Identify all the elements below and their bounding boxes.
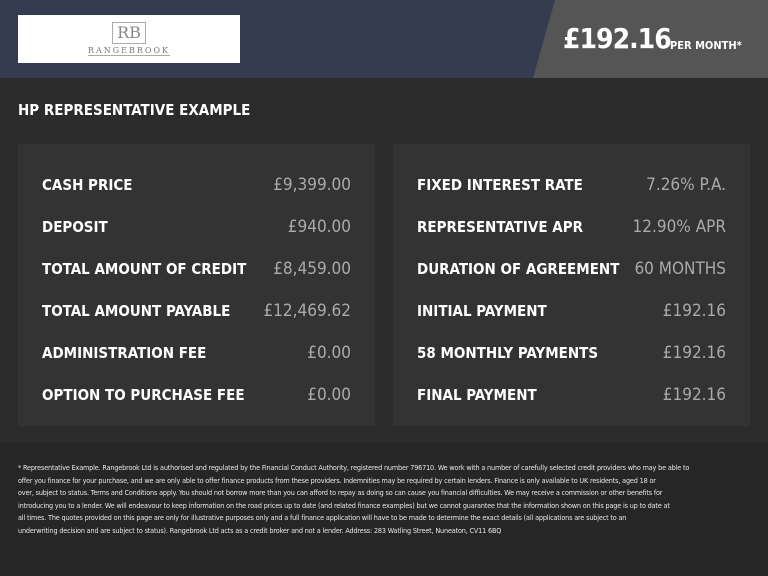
disclaimer-line: * Representative Example. Rangebrook Ltd… [18, 463, 690, 472]
row-label: ADMINISTRATION FEE [42, 344, 207, 362]
monthly-price: £192.16 [563, 22, 672, 55]
row-label: CASH PRICE [42, 176, 133, 194]
row-value: 12.90% APR [632, 217, 726, 237]
row-label: DURATION OF AGREEMENT [417, 260, 620, 278]
disclaimer-line: over, subject to status. Terms and Condi… [18, 488, 663, 498]
row-value: £192.16 [662, 385, 726, 405]
logo-monogram: RB [112, 22, 146, 44]
finance-row: CASH PRICE £9,399.00 [42, 164, 351, 206]
disclaimer-line: all times. The quotes provided on this p… [18, 513, 627, 523]
finance-row: FIXED INTEREST RATE 7.26% P.A. [417, 164, 726, 206]
header: RB RANGEBROOK £192.16 PER MONTH* [0, 0, 768, 78]
row-value: £8,459.00 [273, 259, 351, 279]
logo-name: RANGEBROOK [87, 46, 171, 56]
finance-row: DURATION OF AGREEMENT 60 MONTHS [417, 248, 726, 290]
finance-row: FINAL PAYMENT £192.16 [417, 374, 726, 416]
row-value: £192.16 [662, 301, 726, 321]
row-value: £0.00 [307, 343, 351, 363]
row-label: FINAL PAYMENT [417, 386, 537, 404]
row-value: £12,469.62 [263, 301, 351, 321]
row-value: 7.26% P.A. [646, 175, 726, 195]
finance-row: TOTAL AMOUNT PAYABLE £12,469.62 [42, 290, 351, 332]
row-value: £0.00 [307, 385, 351, 405]
per-month-label: PER MONTH* [670, 39, 742, 52]
finance-row: OPTION TO PURCHASE FEE £0.00 [42, 374, 351, 416]
disclaimer-line: underwriting decision and are subject to… [18, 525, 502, 535]
row-label: 58 MONTHLY PAYMENTS [417, 344, 599, 362]
disclaimer-line: introducing you to a lender. We will end… [18, 500, 670, 510]
monthly-price-box: £192.16 PER MONTH* [533, 0, 768, 78]
row-value: £192.16 [662, 343, 726, 363]
row-label: DEPOSIT [42, 218, 108, 236]
finance-row: 58 MONTHLY PAYMENTS £192.16 [417, 332, 726, 374]
finance-row: REPRESENTATIVE APR 12.90% APR [417, 206, 726, 248]
finance-row: INITIAL PAYMENT £192.16 [417, 290, 726, 332]
row-label: INITIAL PAYMENT [417, 302, 547, 320]
row-label: TOTAL AMOUNT OF CREDIT [42, 260, 247, 278]
right-finance-panel: FIXED INTEREST RATE 7.26% P.A. REPRESENTA… [393, 144, 750, 426]
row-value: 60 MONTHS [634, 259, 726, 279]
page-title: HP REPRESENTATIVE EXAMPLE [18, 101, 251, 119]
row-value: £940.00 [287, 217, 351, 237]
row-label: FIXED INTEREST RATE [417, 176, 583, 194]
finance-row: ADMINISTRATION FEE £0.00 [42, 332, 351, 374]
finance-row: TOTAL AMOUNT OF CREDIT £8,459.00 [42, 248, 351, 290]
disclaimer-footer: * Representative Example. Rangebrook Ltd… [0, 443, 768, 576]
row-label: REPRESENTATIVE APR [417, 218, 583, 236]
finance-row: DEPOSIT £940.00 [42, 206, 351, 248]
disclaimer-line: offer you finance for your purchase, and… [18, 475, 656, 485]
row-value: £9,399.00 [273, 175, 351, 195]
row-label: TOTAL AMOUNT PAYABLE [42, 302, 231, 320]
left-finance-panel: CASH PRICE £9,399.00 DEPOSIT £940.00 TOTAL… [18, 144, 375, 426]
row-label: OPTION TO PURCHASE FEE [42, 386, 245, 404]
rangebrook-logo[interactable]: RB RANGEBROOK [18, 15, 240, 63]
